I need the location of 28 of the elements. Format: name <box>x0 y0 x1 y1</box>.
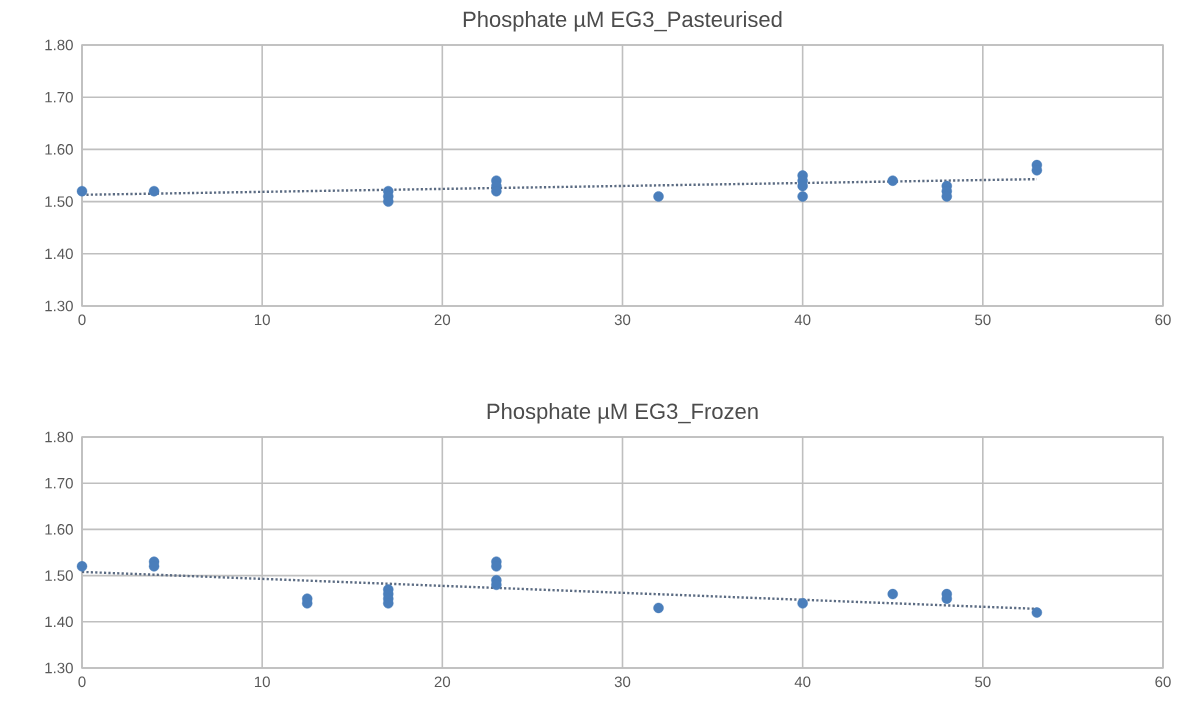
y-tick-label: 1.30 <box>45 300 73 312</box>
x-tick-label: 20 <box>434 314 451 326</box>
x-tick-label: 10 <box>254 676 270 688</box>
x-tick-label: 50 <box>975 314 991 326</box>
y-tick-label: 1.80 <box>45 39 73 51</box>
y-tick-label: 1.30 <box>45 662 73 674</box>
y-tick-label: 1.40 <box>45 616 73 628</box>
y-tick-label: 1.40 <box>45 248 73 260</box>
y-tick-label: 1.60 <box>45 144 73 155</box>
x-tick-label: 10 <box>254 314 270 326</box>
y-tick-label: 1.50 <box>45 196 73 207</box>
x-tick-label: 20 <box>434 676 451 688</box>
x-tick-label: 30 <box>614 676 631 688</box>
y-tick-label: 1.80 <box>45 431 73 443</box>
x-tick-label: 60 <box>1155 314 1171 326</box>
x-tick-label: 40 <box>794 314 811 326</box>
x-tick-label: 50 <box>975 676 991 688</box>
chart-title: Phosphate µM EG3_Pasteurised <box>463 10 782 32</box>
x-tick-label: 30 <box>614 314 631 326</box>
y-tick-label: 1.70 <box>45 477 73 489</box>
x-tick-label: 40 <box>794 676 811 688</box>
y-tick-label: 1.70 <box>45 91 73 103</box>
x-tick-label: 0 <box>78 676 86 688</box>
chart-title: Phosphate µM EG3_Frozen <box>487 402 758 424</box>
y-tick-label: 1.50 <box>45 570 73 581</box>
x-tick-label: 60 <box>1155 676 1171 688</box>
y-tick-label: 1.60 <box>45 524 73 535</box>
x-tick-label: 0 <box>78 314 86 326</box>
